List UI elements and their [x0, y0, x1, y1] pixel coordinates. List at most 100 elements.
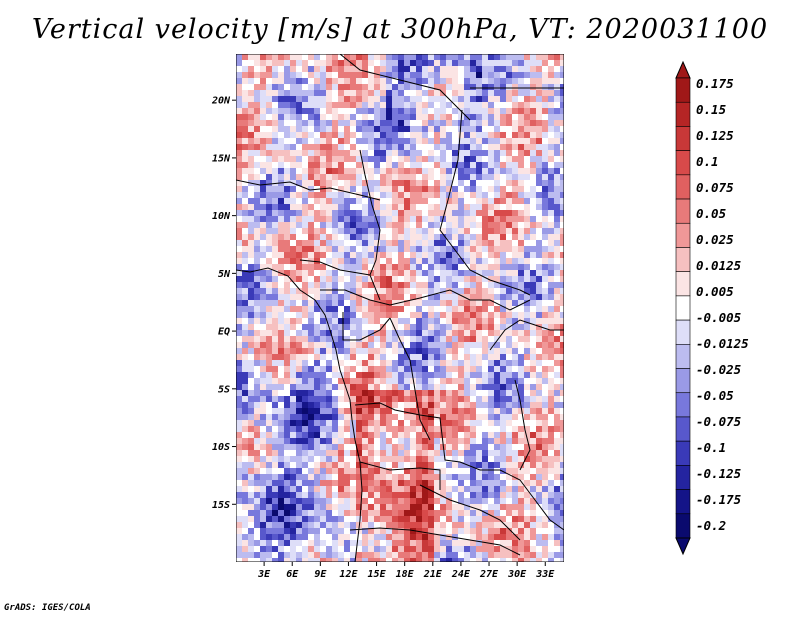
field-cell	[488, 90, 494, 96]
field-cell	[548, 120, 554, 126]
field-cell	[266, 498, 272, 504]
field-cell	[560, 540, 564, 546]
field-cell	[254, 522, 260, 528]
field-cell	[458, 516, 464, 522]
field-cell	[350, 348, 356, 354]
field-cell	[398, 468, 404, 474]
field-cell	[344, 162, 350, 168]
field-cell	[548, 72, 554, 78]
field-cell	[476, 102, 482, 108]
field-cell	[398, 420, 404, 426]
field-cell	[302, 336, 308, 342]
field-cell	[506, 432, 512, 438]
field-cell	[482, 150, 488, 156]
field-cell	[302, 300, 308, 306]
field-cell	[296, 60, 302, 66]
field-cell	[398, 342, 404, 348]
field-cell	[320, 306, 326, 312]
field-cell	[368, 354, 374, 360]
field-cell	[386, 210, 392, 216]
field-cell	[308, 486, 314, 492]
field-cell	[290, 390, 296, 396]
field-cell	[410, 504, 416, 510]
field-cell	[302, 288, 308, 294]
field-cell	[542, 66, 548, 72]
field-cell	[344, 222, 350, 228]
field-cell	[320, 444, 326, 450]
field-cell	[488, 330, 494, 336]
field-cell	[512, 450, 518, 456]
field-cell	[410, 414, 416, 420]
field-cell	[386, 444, 392, 450]
field-cell	[242, 474, 248, 480]
field-cell	[272, 216, 278, 222]
field-cell	[488, 120, 494, 126]
field-cell	[338, 492, 344, 498]
field-cell	[542, 114, 548, 120]
field-cell	[380, 60, 386, 66]
field-cell	[476, 486, 482, 492]
field-cell	[356, 408, 362, 414]
field-cell	[512, 432, 518, 438]
field-cell	[554, 72, 560, 78]
field-cell	[434, 108, 440, 114]
field-cell	[242, 438, 248, 444]
field-cell	[518, 318, 524, 324]
field-cell	[422, 390, 428, 396]
field-cell	[284, 96, 290, 102]
field-cell	[464, 246, 470, 252]
field-cell	[476, 504, 482, 510]
field-cell	[410, 114, 416, 120]
field-cell	[290, 222, 296, 228]
field-cell	[356, 354, 362, 360]
field-cell	[500, 408, 506, 414]
field-cell	[488, 294, 494, 300]
field-cell	[380, 204, 386, 210]
field-cell	[398, 336, 404, 342]
field-cell	[494, 372, 500, 378]
field-cell	[242, 228, 248, 234]
field-cell	[428, 138, 434, 144]
field-cell	[248, 378, 254, 384]
field-cell	[308, 444, 314, 450]
field-cell	[356, 162, 362, 168]
field-cell	[536, 390, 542, 396]
field-cell	[380, 456, 386, 462]
field-cell	[488, 168, 494, 174]
field-cell	[272, 186, 278, 192]
field-cell	[458, 180, 464, 186]
field-cell	[446, 162, 452, 168]
field-cell	[554, 486, 560, 492]
field-cell	[464, 528, 470, 534]
field-cell	[434, 492, 440, 498]
field-cell	[242, 336, 248, 342]
field-cell	[434, 552, 440, 558]
field-cell	[470, 540, 476, 546]
field-cell	[446, 72, 452, 78]
field-cell	[494, 426, 500, 432]
field-cell	[536, 474, 542, 480]
field-cell	[500, 102, 506, 108]
field-cell	[488, 222, 494, 228]
field-cell	[398, 390, 404, 396]
field-cell	[458, 510, 464, 516]
field-cell	[488, 354, 494, 360]
field-cell	[452, 216, 458, 222]
field-cell	[416, 444, 422, 450]
field-cell	[548, 360, 554, 366]
field-cell	[422, 114, 428, 120]
field-cell	[464, 222, 470, 228]
field-cell	[368, 228, 374, 234]
field-cell	[260, 342, 266, 348]
field-cell	[332, 192, 338, 198]
field-cell	[440, 558, 446, 562]
field-cell	[536, 546, 542, 552]
field-cell	[446, 246, 452, 252]
field-cell	[440, 228, 446, 234]
field-cell	[506, 312, 512, 318]
field-cell	[560, 348, 564, 354]
field-cell	[338, 258, 344, 264]
field-cell	[248, 540, 254, 546]
field-cell	[422, 234, 428, 240]
field-cell	[416, 114, 422, 120]
